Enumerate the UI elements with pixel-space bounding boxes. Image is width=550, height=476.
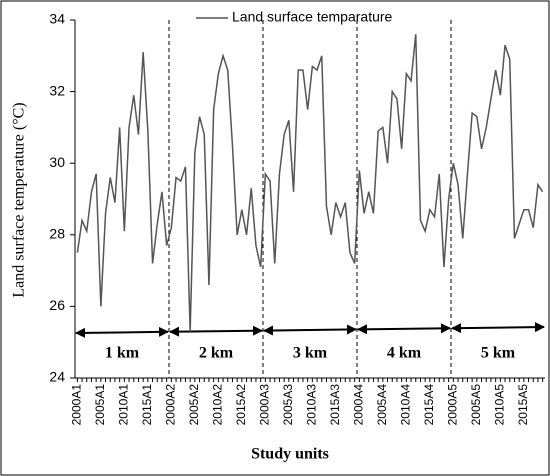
x-tick-label: 2000A1: [70, 384, 84, 426]
y-axis-title: Land surface temperature (°C): [11, 102, 28, 297]
series-line: [76, 34, 544, 332]
x-tick-label: 2010A5: [493, 384, 507, 426]
x-tick-label: 2015A4: [422, 384, 436, 426]
unit-arrow: [169, 325, 263, 337]
unit-label: 2 km: [199, 345, 234, 362]
legend-label: Land surface temparature: [232, 9, 393, 25]
x-tick-label: 2005A2: [187, 384, 201, 426]
unit-arrow: [75, 326, 169, 338]
y-tick-label: 26: [49, 297, 65, 313]
x-tick-label: 2010A2: [211, 384, 225, 426]
x-tick-label: 2000A4: [352, 384, 366, 426]
x-tick-label: 2000A3: [258, 384, 272, 426]
y-tick-label: 34: [49, 11, 65, 27]
x-tick-label: 2010A3: [305, 384, 319, 426]
x-tick-label: 2005A4: [375, 384, 389, 426]
x-tick-label: 2015A1: [140, 384, 154, 426]
y-tick-label: 32: [49, 82, 65, 98]
x-axis-title: Study units: [251, 446, 329, 463]
x-tick-label: 2015A5: [516, 384, 530, 426]
unit-arrow: [357, 323, 451, 335]
x-tick-label: 2000A5: [446, 384, 460, 426]
unit-arrow: [451, 322, 545, 334]
x-tick-label: 2005A3: [281, 384, 295, 426]
unit-label: 1 km: [105, 345, 140, 362]
x-tick-label: 2005A5: [469, 384, 483, 426]
x-tick-label: 2010A4: [399, 384, 413, 426]
y-tick-label: 30: [49, 154, 65, 170]
x-tick-label: 2015A2: [234, 384, 248, 426]
y-tick-label: 24: [49, 369, 65, 385]
x-tick-label: 2000A2: [164, 384, 178, 426]
unit-label: 4 km: [387, 345, 422, 362]
x-tick-label: 2005A1: [93, 384, 107, 426]
unit-label: 5 km: [481, 345, 516, 362]
unit-arrow: [263, 324, 357, 336]
x-tick-label: 2015A3: [328, 384, 342, 426]
y-tick-label: 28: [49, 226, 65, 242]
x-tick-label: 2010A1: [117, 384, 131, 426]
unit-label: 3 km: [293, 345, 328, 362]
